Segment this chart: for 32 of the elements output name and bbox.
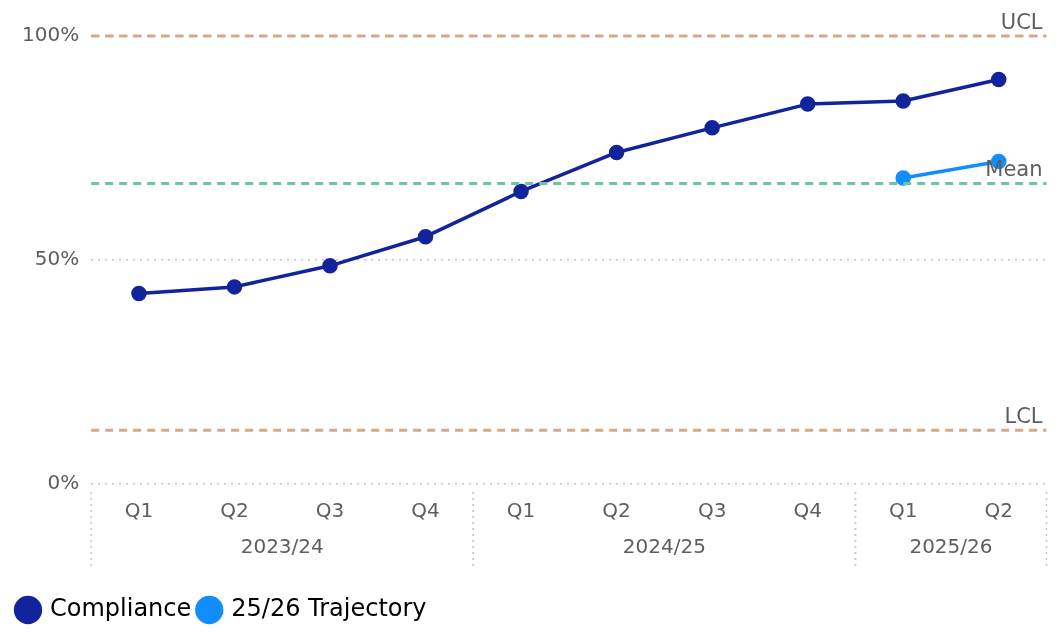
x-tick-label: Q3: [697, 498, 727, 523]
x-tick-label: Q2: [602, 498, 631, 523]
x-tick-label: Q2: [984, 498, 1013, 523]
y-tick-label: 0%: [47, 470, 80, 495]
point: [799, 96, 816, 112]
text: 2023/24: [240, 534, 324, 559]
point: [513, 183, 529, 200]
x-tick-label: Q1: [888, 498, 918, 523]
x-tick-label: Q3: [315, 498, 345, 523]
legend-label: 25/26 Trajectory: [231, 594, 427, 623]
point: [226, 279, 243, 295]
y-tick-label: 50%: [34, 246, 80, 271]
point: [704, 120, 720, 136]
ref-line-label: LCL: [1004, 404, 1043, 429]
y-tick-label: 100%: [21, 22, 80, 47]
x-tick-label: Q1: [506, 498, 536, 523]
point: [608, 144, 625, 161]
point: [895, 170, 911, 186]
point: [322, 258, 338, 274]
ref-line-label: UCL: [1000, 9, 1043, 34]
ref-line-label: Mean: [985, 157, 1043, 182]
x-tick-label: Q4: [411, 498, 440, 523]
text: 2024/25: [622, 534, 706, 559]
x-tick-label: Q4: [793, 498, 822, 523]
point: [131, 285, 147, 302]
point: [895, 93, 911, 109]
legend-label: Compliance: [50, 594, 192, 623]
point: [990, 71, 1007, 88]
x-tick-label: Q2: [220, 498, 249, 523]
text: 2025/26: [909, 534, 993, 559]
point: [417, 228, 434, 245]
x-tick-label: Q1: [124, 498, 154, 523]
